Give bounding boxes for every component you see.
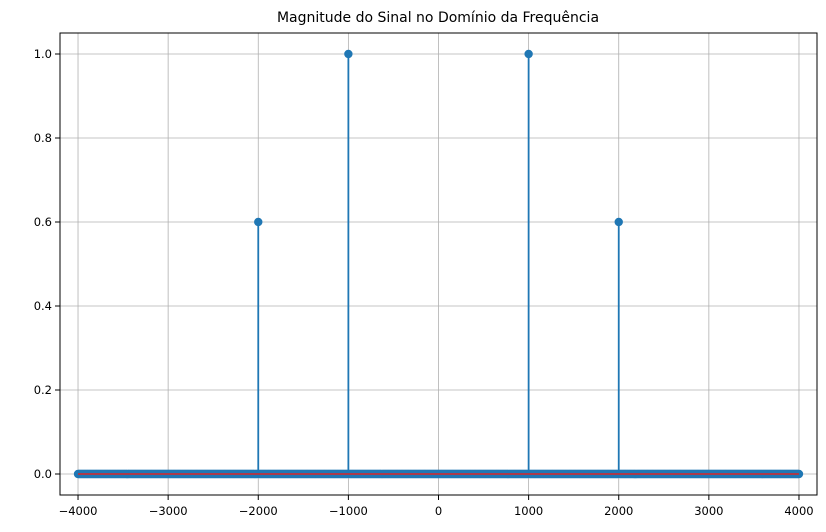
x-tick-label: 0 bbox=[435, 504, 442, 518]
y-tick-label: 0.0 bbox=[34, 467, 52, 481]
stem-marker bbox=[524, 49, 533, 59]
x-tick-label: −3000 bbox=[149, 504, 188, 518]
x-tick-label: −4000 bbox=[59, 504, 98, 518]
y-tick-label: 0.2 bbox=[34, 383, 52, 397]
chart-title: Magnitude do Sinal no Domínio da Frequên… bbox=[277, 10, 599, 26]
x-tick-label: 1000 bbox=[514, 504, 543, 518]
stem-marker bbox=[344, 49, 353, 59]
y-tick-label: 1.0 bbox=[34, 47, 52, 61]
x-tick-label: 3000 bbox=[694, 504, 723, 518]
y-axis-ticks: 0.0 0.2 0.4 0.6 0.8 1.0 bbox=[34, 47, 60, 481]
x-tick-label: −2000 bbox=[239, 504, 278, 518]
grid-layer bbox=[60, 33, 817, 495]
stem-marker bbox=[254, 217, 263, 227]
stem-marker bbox=[614, 217, 623, 227]
y-tick-label: 0.6 bbox=[34, 215, 52, 229]
x-tick-label: 2000 bbox=[604, 504, 633, 518]
y-tick-label: 0.8 bbox=[34, 131, 52, 145]
plot-area bbox=[73, 49, 804, 479]
x-tick-label: −1000 bbox=[329, 504, 368, 518]
x-tick-label: 4000 bbox=[784, 504, 813, 518]
y-tick-label: 0.4 bbox=[34, 299, 52, 313]
x-axis-ticks: −4000 −3000 −2000 −1000 0 1000 2000 3000 4000 bbox=[59, 495, 814, 518]
